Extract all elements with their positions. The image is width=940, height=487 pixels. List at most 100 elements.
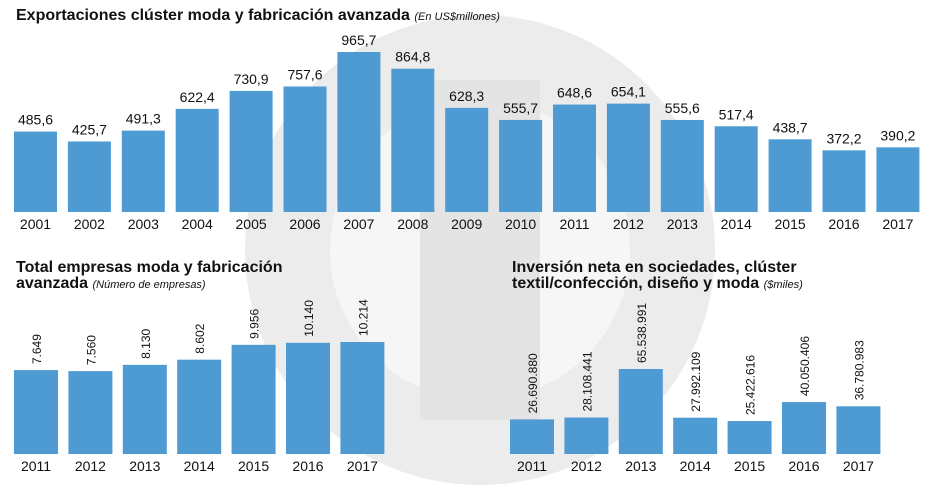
x-tick-label: 2012: [571, 458, 602, 474]
value-label: 390,2: [880, 127, 915, 143]
x-tick-label: 2015: [734, 458, 765, 474]
bar: [606, 103, 650, 212]
bar: [836, 406, 881, 454]
bar: [822, 150, 866, 212]
x-tick-label: 2016: [292, 458, 323, 474]
bar: [67, 141, 111, 212]
x-tick-label: 2014: [721, 216, 752, 232]
bar: [68, 371, 113, 454]
bar: [121, 130, 165, 212]
bar: [660, 119, 704, 212]
bar: [727, 421, 772, 454]
value-label: 864,8: [395, 49, 430, 65]
bar: [673, 417, 718, 454]
title-line: textil/confección, diseño y moda: [512, 275, 759, 292]
x-tick-label: 2003: [128, 216, 159, 232]
value-label: 438,7: [773, 119, 808, 135]
x-tick-label: 2017: [347, 458, 378, 474]
bar: [14, 131, 57, 212]
chart-title: Inversión neta en sociedades, clúster: [512, 259, 797, 276]
bar: [177, 359, 222, 454]
value-label: 7.649: [30, 334, 44, 364]
chart-subtitle: (En US$millones): [414, 11, 500, 23]
title-line: avanzada: [16, 275, 88, 292]
value-label: 555,6: [665, 100, 700, 116]
x-tick-label: 2011: [559, 216, 589, 232]
x-tick-label: 2011: [21, 458, 51, 474]
title-line: Total empresas moda y fabricación: [16, 259, 282, 276]
x-tick-label: 2009: [451, 216, 482, 232]
bar: [340, 342, 385, 454]
chart-subtitle: (Número de empresas): [93, 279, 206, 291]
x-tick-label: 2017: [882, 216, 913, 232]
value-label: 372,2: [826, 130, 861, 146]
bar: [391, 68, 435, 212]
value-label: 8.130: [139, 328, 153, 358]
bar: [337, 52, 381, 212]
bar: [283, 86, 327, 212]
value-label: 654,1: [611, 84, 646, 100]
chart-title: Total empresas moda y fabricación: [16, 259, 282, 276]
x-tick-label: 2016: [828, 216, 859, 232]
value-label: 730,9: [234, 71, 269, 87]
value-label: 65.538.991: [635, 303, 649, 363]
x-tick-label: 2016: [788, 458, 819, 474]
x-tick-label: 2017: [843, 458, 874, 474]
x-tick-label: 2013: [129, 458, 160, 474]
x-tick-label: 2010: [505, 216, 536, 232]
value-label: 485,6: [18, 112, 53, 128]
value-label: 628,3: [449, 88, 484, 104]
x-tick-label: 2012: [613, 216, 644, 232]
value-label: 7.560: [84, 335, 98, 365]
bar: [714, 126, 758, 212]
x-tick-label: 2015: [238, 458, 269, 474]
value-label: 26.690.880: [526, 353, 540, 413]
x-tick-label: 2013: [667, 216, 698, 232]
bar: [286, 342, 330, 454]
title-line: Inversión neta en sociedades, clúster: [512, 259, 797, 276]
bar: [768, 139, 812, 212]
x-tick-label: 2002: [74, 216, 105, 232]
value-label: 648,6: [557, 85, 592, 101]
bar: [553, 104, 596, 212]
value-label: 622,4: [180, 89, 215, 105]
bar: [564, 417, 609, 454]
x-tick-label: 2012: [75, 458, 106, 474]
value-label: 517,4: [719, 106, 754, 122]
x-tick-label: 2005: [236, 216, 267, 232]
title-line: Exportaciones clúster moda y fabricación…: [16, 7, 410, 24]
value-label: 425,7: [72, 121, 107, 137]
value-label: 555,7: [503, 100, 538, 116]
x-tick-label: 2015: [775, 216, 806, 232]
bar: [510, 419, 554, 454]
x-tick-label: 2008: [397, 216, 428, 232]
bar: [618, 369, 663, 454]
value-label: 491,3: [126, 111, 161, 127]
bar: [231, 344, 276, 454]
value-label: 25.422.616: [744, 355, 758, 415]
x-tick-label: 2011: [517, 458, 547, 474]
chart-subtitle: ($miles): [764, 279, 803, 291]
value-label: 9.956: [248, 308, 262, 338]
value-label: 36.780.983: [852, 340, 866, 400]
value-label: 27.992.109: [689, 351, 703, 411]
bar: [175, 108, 219, 212]
value-label: 40.050.406: [798, 336, 812, 396]
chart-title: Exportaciones clúster moda y fabricación…: [16, 7, 500, 24]
bar: [782, 402, 826, 454]
value-label: 10.214: [356, 299, 370, 336]
bar: [14, 370, 58, 454]
chart-title: avanzada (Número de empresas): [16, 275, 206, 292]
value-label: 28.108.441: [580, 351, 594, 411]
x-tick-label: 2014: [184, 458, 215, 474]
x-tick-label: 2013: [625, 458, 656, 474]
value-label: 8.602: [193, 323, 207, 353]
x-tick-label: 2004: [182, 216, 213, 232]
value-label: 10.140: [302, 300, 316, 337]
chart-title: textil/confección, diseño y moda ($miles…: [512, 275, 803, 292]
bar: [445, 107, 489, 212]
value-label: 965,7: [341, 32, 376, 48]
x-tick-label: 2006: [289, 216, 320, 232]
